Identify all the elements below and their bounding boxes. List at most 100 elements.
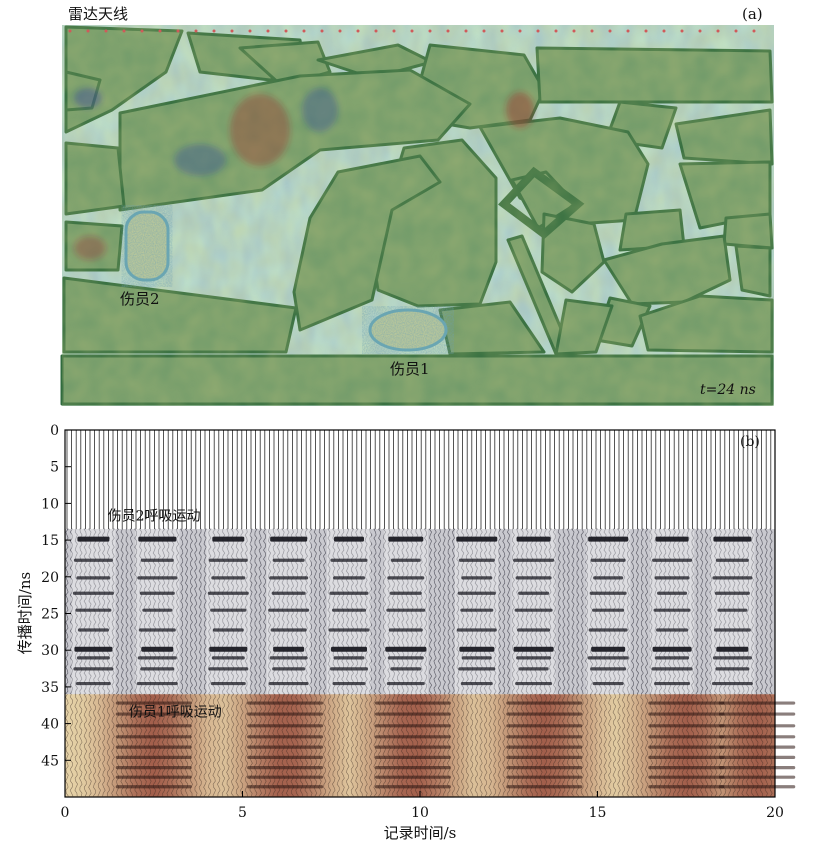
- band-reflection-mark: [247, 755, 324, 759]
- band-reflection-mark: [247, 724, 324, 728]
- antenna-element: [338, 29, 342, 33]
- reflection-mark: [590, 667, 627, 671]
- band-reflection-mark: [719, 735, 796, 739]
- reflection-mark: [387, 576, 425, 580]
- reflection-mark: [461, 576, 493, 580]
- reflection-mark: [518, 667, 549, 671]
- band-reflection-mark: [247, 701, 324, 705]
- antenna-element: [734, 29, 738, 33]
- antenna-element: [158, 29, 162, 33]
- panel-b-tag: (b): [740, 434, 760, 450]
- reflection-mark: [715, 558, 749, 562]
- reflection-mark: [74, 646, 113, 652]
- band-reflection-mark: [374, 755, 451, 759]
- reflection-mark: [717, 608, 748, 612]
- reflection-mark: [333, 656, 365, 660]
- reflection-mark: [273, 646, 305, 652]
- reflection-mark: [77, 536, 110, 542]
- reflection-mark: [587, 656, 629, 660]
- y-tick-label: 10: [41, 496, 59, 512]
- antenna-element: [608, 29, 612, 33]
- band-reflection-mark: [374, 701, 451, 705]
- reflection-mark: [459, 646, 495, 652]
- reflection-mark: [654, 681, 691, 686]
- reflection-mark: [460, 681, 493, 686]
- antenna-element: [392, 29, 396, 33]
- band-reflection-mark: [115, 755, 192, 759]
- y-tick-label: 45: [41, 753, 59, 769]
- antenna-element: [374, 29, 378, 33]
- antenna-element: [482, 29, 486, 33]
- band-reflection-mark: [648, 735, 725, 739]
- reflection-mark: [588, 536, 629, 542]
- reflection-mark: [136, 681, 178, 686]
- reflection-mark: [388, 628, 423, 632]
- reflection-mark: [458, 558, 495, 562]
- band-reflection-mark: [115, 745, 192, 749]
- victim-2-label: 伤员2: [120, 290, 160, 308]
- reflection-mark: [331, 646, 367, 652]
- band-reflection-mark: [374, 712, 451, 716]
- band-reflection-mark: [648, 766, 725, 770]
- reflection-mark: [268, 608, 310, 612]
- reflection-mark: [591, 646, 626, 652]
- band-reflection-mark: [115, 735, 192, 739]
- band-reflection-mark: [247, 745, 324, 749]
- breathing-band-1: [65, 693, 796, 797]
- band-reflection-mark: [115, 724, 192, 728]
- band-reflection-mark: [506, 724, 583, 728]
- band-reflection-mark: [719, 755, 796, 759]
- antenna-element: [590, 29, 594, 33]
- band-reflection-mark: [648, 701, 725, 705]
- antenna-element: [680, 29, 684, 33]
- victim-1-label: 伤员1: [390, 360, 430, 378]
- wave-hotspots: [74, 88, 534, 260]
- y-tick-label: 30: [41, 643, 59, 659]
- y-tick-label: 15: [41, 533, 59, 549]
- breathing-band-traces: [65, 693, 773, 797]
- reflection-mark: [210, 608, 247, 612]
- band-reflection-mark: [506, 785, 583, 789]
- reflection-mark: [712, 656, 752, 660]
- reflection-mark: [140, 558, 174, 562]
- antenna-element: [518, 29, 522, 33]
- band-reflection-mark: [506, 701, 583, 705]
- antenna-element: [230, 29, 234, 33]
- reflection-mark: [651, 667, 693, 671]
- band-reflection-mark: [374, 785, 451, 789]
- reflection-mark: [77, 628, 109, 632]
- reflection-mark: [655, 656, 690, 660]
- y-tick-label: 35: [41, 680, 59, 696]
- reflection-mark: [652, 558, 693, 562]
- reflection-mark: [212, 536, 245, 542]
- x-tick-label: 20: [766, 805, 784, 821]
- reflection-mark: [72, 591, 114, 595]
- panel-a: 雷达天线 (a) 伤员2 伤员1 t=24 ns: [60, 5, 774, 406]
- reflection-mark: [140, 667, 175, 671]
- band-reflection-mark: [648, 745, 725, 749]
- antenna-element: [248, 29, 252, 33]
- antenna-element: [266, 29, 270, 33]
- reflection-mark: [208, 558, 248, 562]
- reflection-mark: [655, 536, 689, 542]
- reflection-mark: [209, 646, 248, 652]
- reflection-mark: [513, 558, 555, 562]
- reflection-mark: [456, 536, 498, 542]
- antenna-element: [572, 29, 576, 33]
- reflection-mark: [211, 576, 246, 580]
- reflection-mark: [269, 576, 309, 580]
- reflection-mark: [461, 656, 492, 660]
- reflection-mark: [711, 681, 753, 686]
- reflection-mark: [654, 576, 690, 580]
- reflection-mark: [73, 667, 114, 671]
- antenna-element: [212, 29, 216, 33]
- band-reflection-mark: [506, 766, 583, 770]
- reflection-mark: [390, 558, 421, 562]
- reflection-mark: [386, 608, 426, 612]
- antenna-element: [410, 29, 414, 33]
- band-reflection-mark: [648, 775, 725, 779]
- reflection-mark: [139, 591, 175, 595]
- reflection-mark: [137, 576, 178, 580]
- band-reflection-mark: [506, 755, 583, 759]
- reflection-mark: [513, 646, 554, 652]
